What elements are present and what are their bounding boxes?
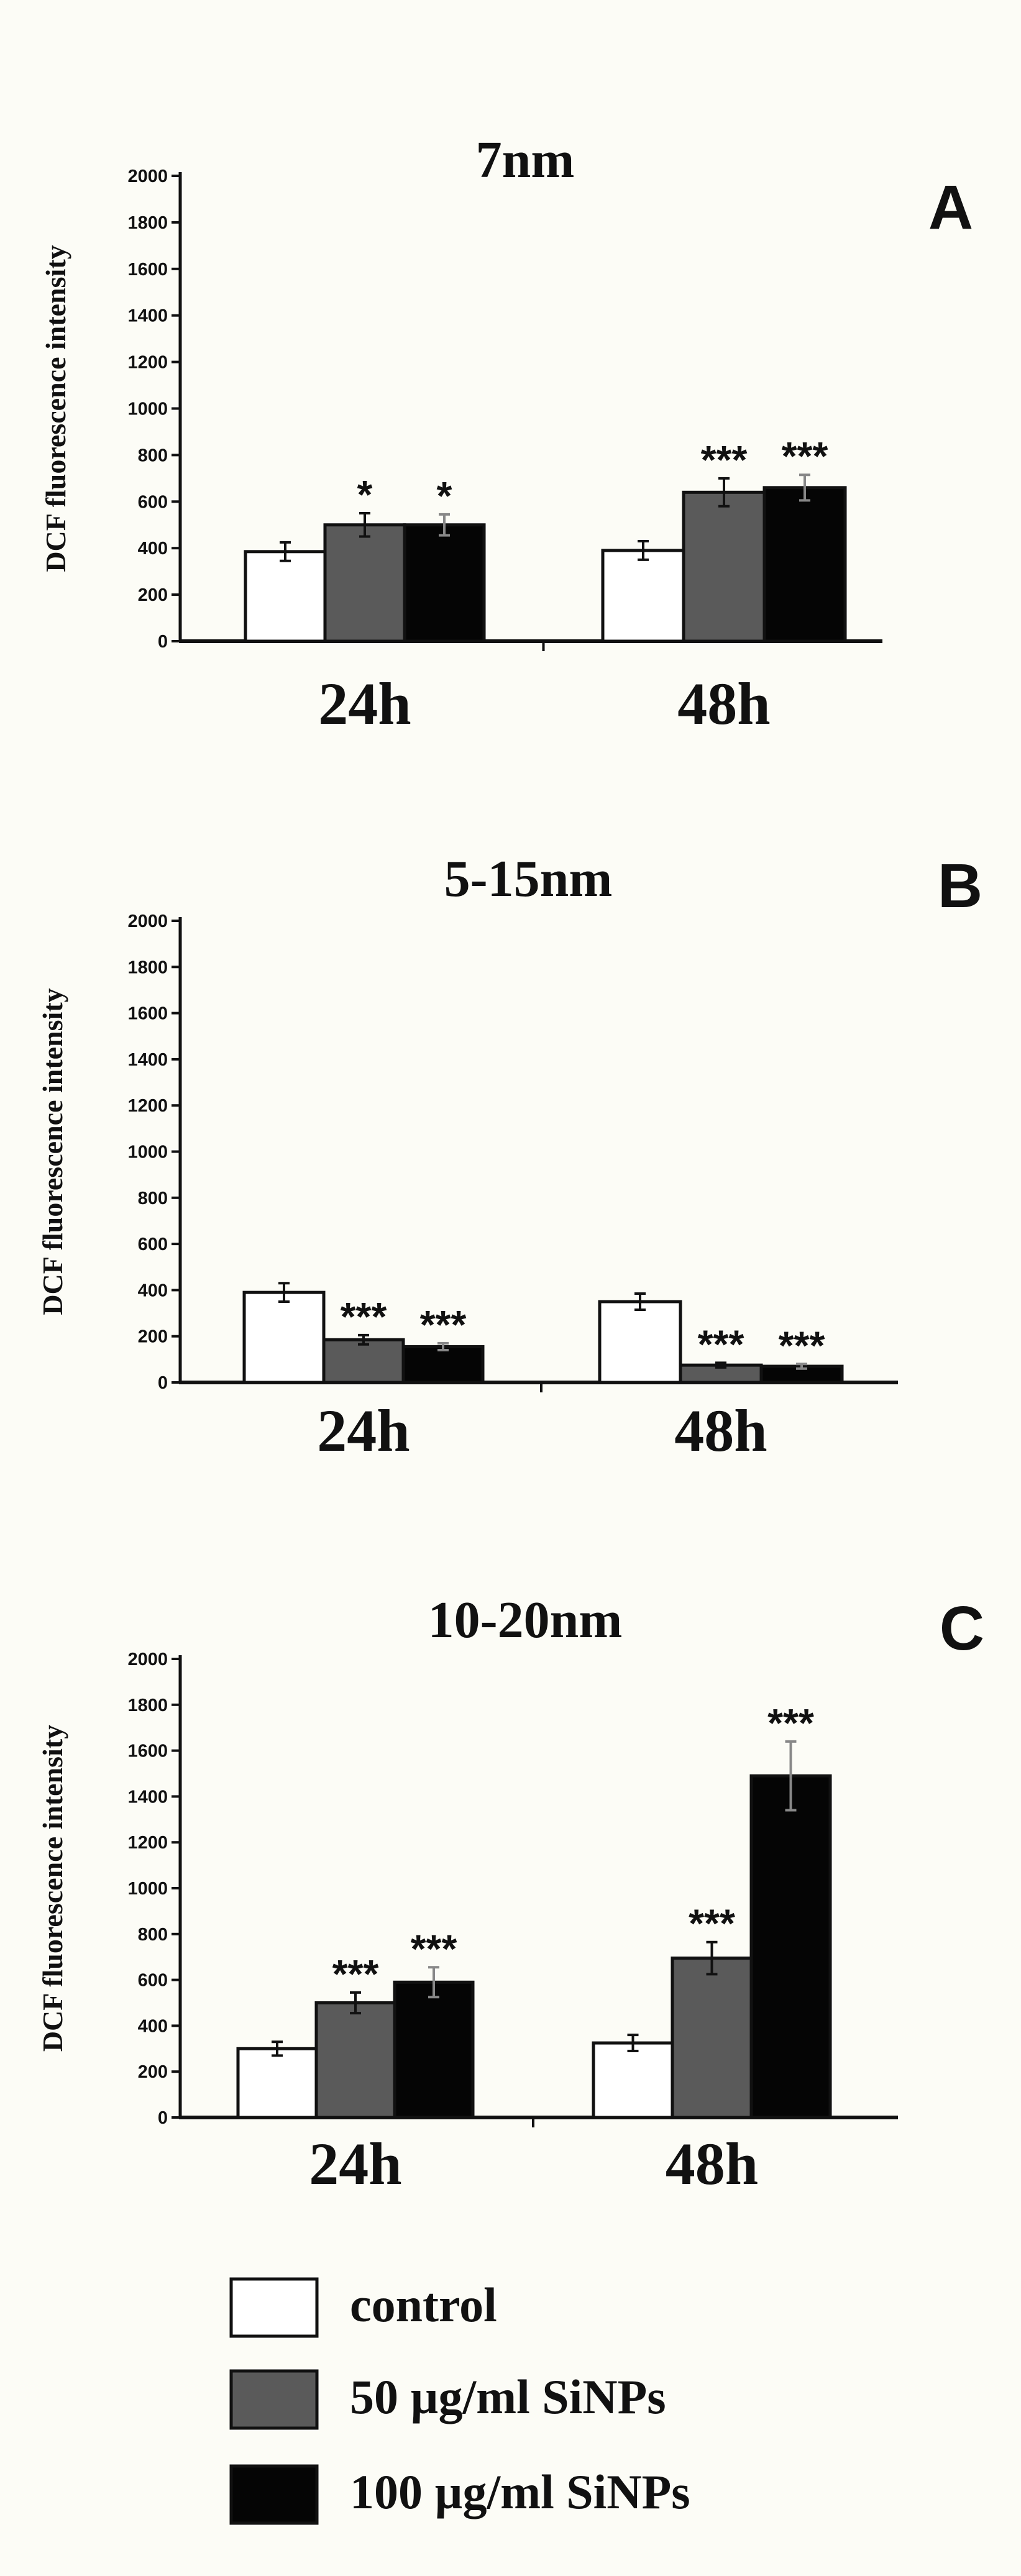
legend-swatch-1 — [229, 2369, 319, 2430]
x-category-label: 24h — [318, 670, 411, 737]
significance-mark: *** — [782, 434, 828, 478]
y-tick-label: 200 — [138, 2062, 168, 2082]
y-tick-label: 1400 — [127, 306, 168, 326]
bar-24h-series-2 — [393, 1980, 475, 2119]
legend-label-2: 100 µg/ml SiNPs — [350, 2465, 690, 2519]
bar-48h-series-0 — [592, 2041, 674, 2119]
y-tick-label: 2000 — [127, 167, 168, 186]
y-tick-label: 400 — [138, 539, 168, 559]
y-tick-label: 1800 — [127, 213, 168, 233]
bar-24h-series-0 — [236, 2047, 318, 2119]
y-tick-label: 2000 — [127, 1650, 168, 1669]
y-tick-label: 1600 — [127, 260, 168, 280]
y-tick-label: 1800 — [127, 1696, 168, 1715]
y-tick-label: 0 — [158, 1373, 168, 1393]
bar-48h-series-0 — [598, 1300, 682, 1384]
y-tick-label: 1600 — [127, 1742, 168, 1761]
significance-mark: *** — [341, 1294, 387, 1339]
y-tick-label: 800 — [138, 445, 168, 465]
y-tick-label: 200 — [138, 585, 168, 605]
bar-24h-series-1 — [323, 523, 406, 643]
y-tick-label: 1000 — [127, 1879, 168, 1899]
legend: control 50 µg/ml SiNPs 100 µg/ml SiNPs — [229, 2277, 690, 2525]
panel-letter: B — [938, 851, 982, 921]
y-tick-label: 2000 — [127, 911, 168, 931]
bar-48h-series-2 — [762, 486, 847, 643]
bar-24h-series-1 — [314, 2001, 396, 2119]
y-tick-label: 0 — [158, 2108, 168, 2128]
x-category-label: 48h — [674, 1397, 767, 1464]
y-tick-label: 1200 — [127, 1833, 168, 1853]
bar-48h-series-2 — [749, 1774, 832, 2119]
y-tick-label: 1400 — [127, 1050, 168, 1070]
y-tick-label: 600 — [138, 1971, 168, 1991]
chart-title: 5-15nm — [444, 850, 613, 908]
y-tick-label: 800 — [138, 1925, 168, 1945]
significance-mark: *** — [767, 1701, 814, 1745]
legend-label-1: 50 µg/ml SiNPs — [350, 2370, 666, 2424]
y-tick-label: 1200 — [127, 1096, 168, 1116]
y-tick-label: 800 — [138, 1189, 168, 1208]
chart-panel-b: 5-15nm B DCF fluorescence intensity 0 200 400… — [37, 850, 982, 1464]
significance-mark: *** — [689, 1901, 735, 1946]
legend-label-0: control — [350, 2278, 497, 2332]
significance-mark: *** — [701, 437, 748, 482]
y-tick-label: 600 — [138, 1235, 168, 1254]
significance-mark: *** — [411, 1926, 457, 1971]
legend-swatch-2 — [229, 2464, 319, 2525]
y-tick-label: 200 — [138, 1327, 168, 1347]
y-tick-label: 1200 — [127, 353, 168, 373]
y-tick-label: 400 — [138, 2016, 168, 2036]
bar-24h-series-1 — [322, 1338, 405, 1384]
x-category-label: 48h — [677, 670, 770, 737]
x-category-label: 48h — [666, 2131, 758, 2197]
significance-mark: * — [357, 472, 373, 517]
y-tick-label: 1600 — [127, 1004, 168, 1024]
y-tick-label: 1400 — [127, 1787, 168, 1807]
legend-swatch-0 — [229, 2277, 319, 2338]
y-tick-label: 600 — [138, 492, 168, 512]
bar-24h-series-0 — [244, 550, 327, 643]
chart-panel-c: 10-20nm C DCF fluorescence intensity 0 200 40… — [37, 1591, 984, 2197]
y-tick-label: 400 — [138, 1281, 168, 1300]
bar-48h-series-1 — [671, 1957, 753, 2119]
y-axis-label: DCF fluorescence intensity — [40, 245, 71, 572]
bar-24h-series-0 — [242, 1290, 326, 1384]
significance-mark: *** — [698, 1322, 744, 1366]
chart-panel-a: 7nm A DCF fluorescence intensity 0 200 400 600… — [40, 131, 973, 737]
x-category-label: 24h — [317, 1397, 410, 1464]
y-tick-label: 0 — [158, 632, 168, 652]
chart-title: 10-20nm — [428, 1591, 623, 1649]
chart-title: 7nm — [476, 131, 575, 189]
panel-letter: C — [940, 1594, 984, 1663]
y-axis-label: DCF fluorescence intensity — [37, 1725, 68, 2052]
bar-24h-series-2 — [403, 523, 486, 643]
y-axis-label: DCF fluorescence intensity — [37, 988, 68, 1315]
significance-mark: *** — [420, 1302, 467, 1347]
bar-24h-series-2 — [401, 1345, 485, 1384]
y-tick-label: 1800 — [127, 957, 168, 977]
panel-letter: A — [928, 173, 973, 242]
bar-48h-series-0 — [601, 549, 685, 643]
y-tick-label: 1000 — [127, 400, 168, 419]
y-tick-label: 1000 — [127, 1143, 168, 1162]
significance-mark: *** — [332, 1952, 379, 1996]
significance-mark: *** — [779, 1323, 825, 1368]
significance-mark: * — [437, 473, 452, 518]
x-category-label: 24h — [309, 2131, 401, 2197]
bar-48h-series-1 — [682, 490, 766, 643]
